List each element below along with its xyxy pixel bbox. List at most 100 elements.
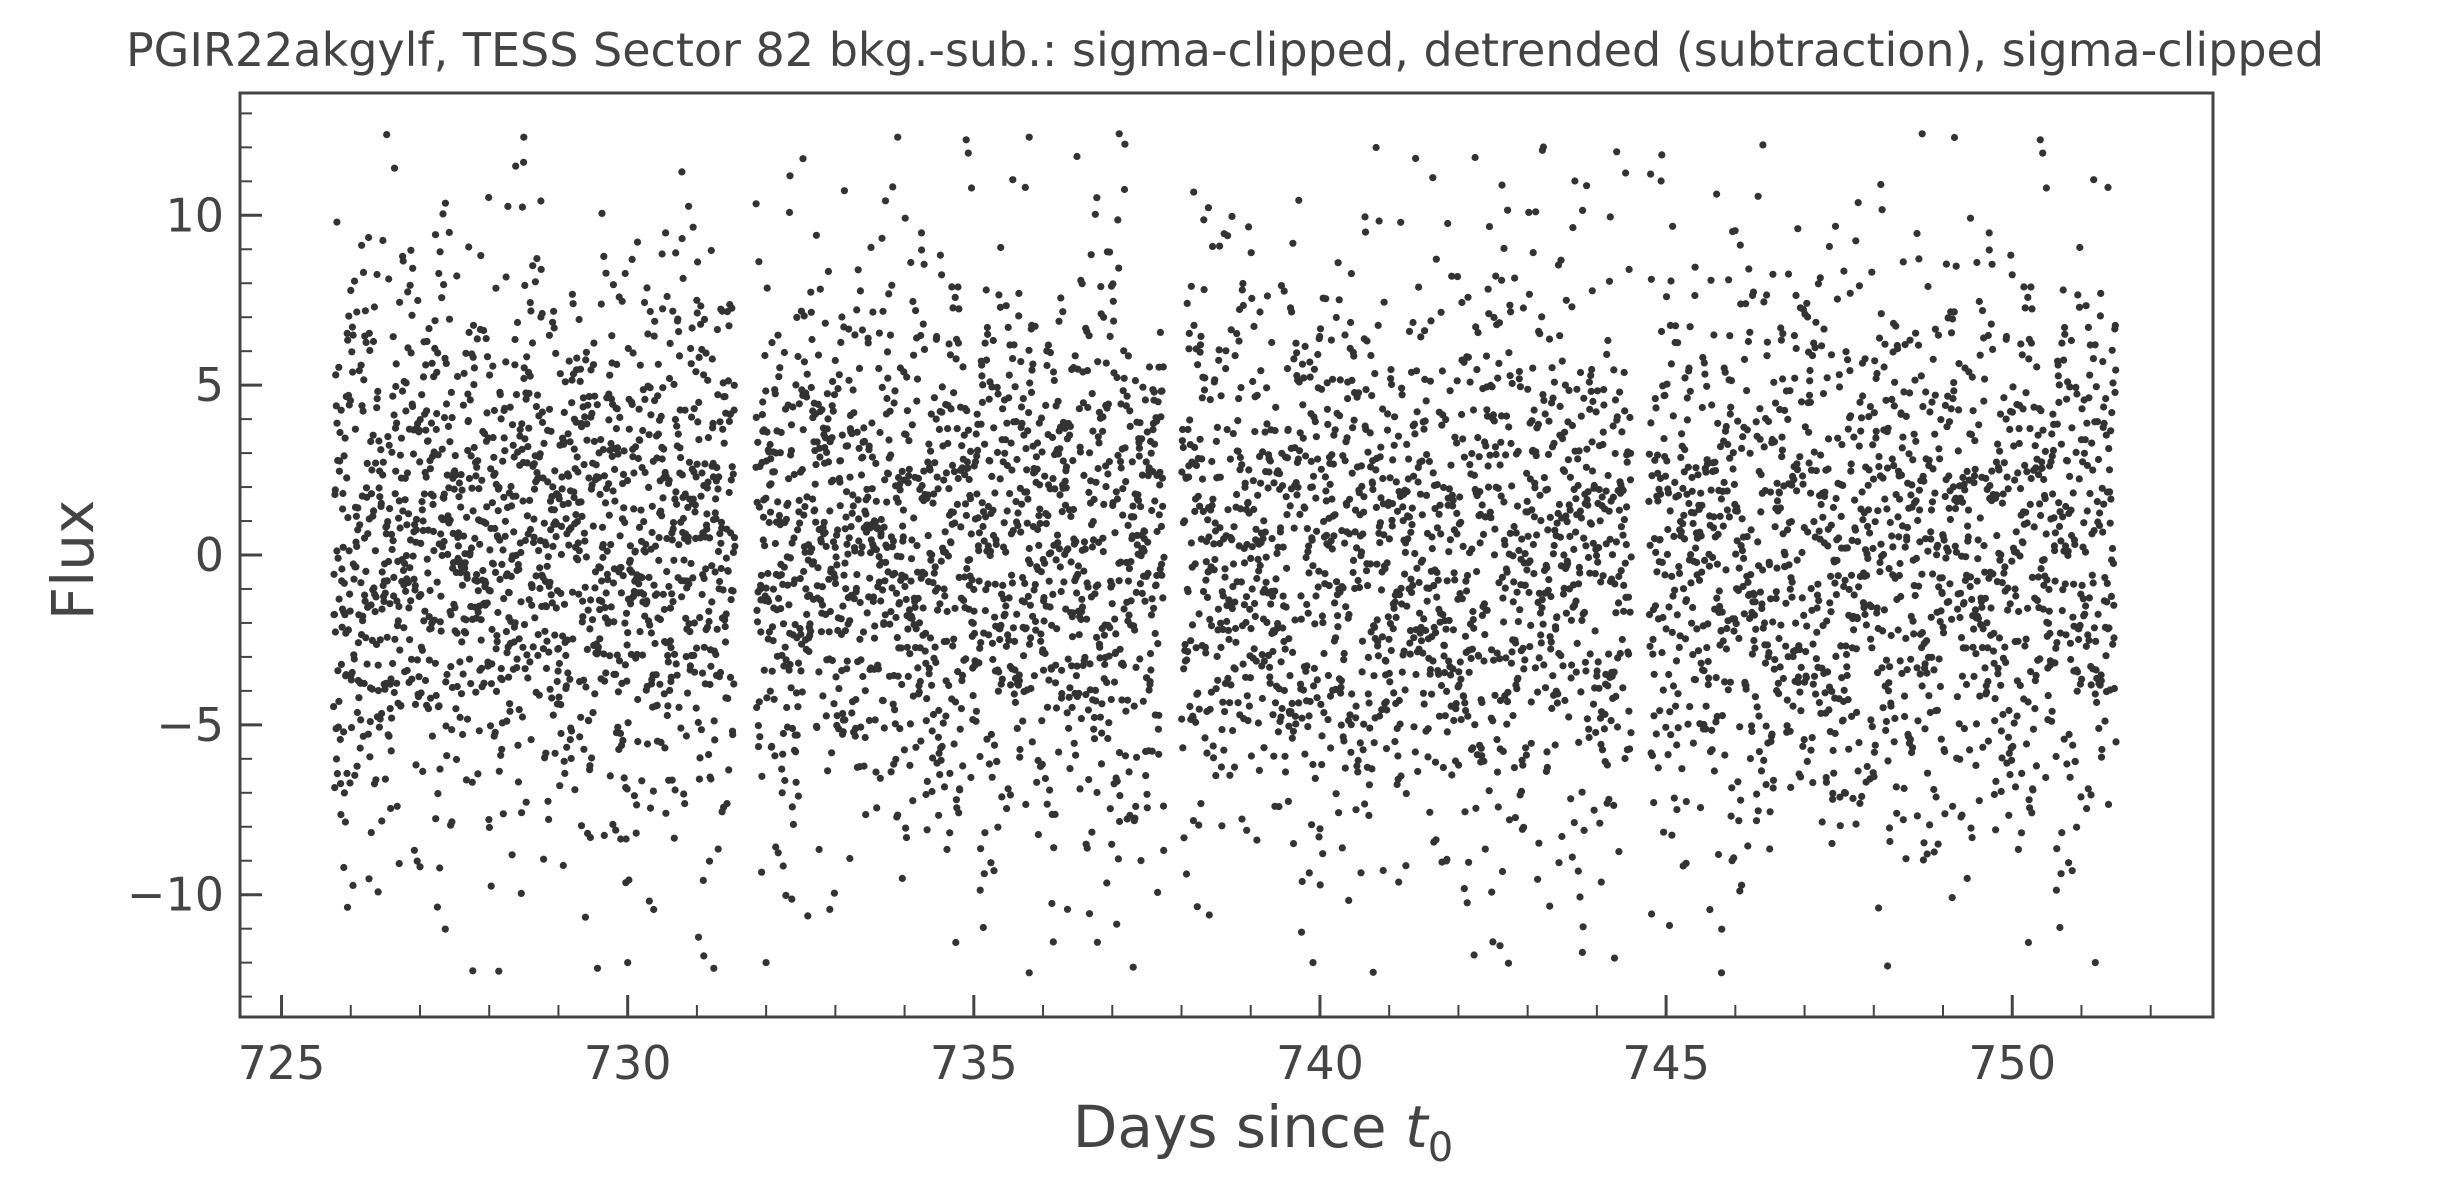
data-point — [1602, 487, 1610, 495]
data-point — [1021, 579, 1029, 588]
data-point — [1150, 388, 1158, 396]
data-point — [976, 752, 984, 761]
data-point — [1186, 416, 1194, 424]
data-point — [1557, 652, 1565, 660]
data-point — [933, 473, 941, 481]
data-point — [583, 645, 592, 654]
data-point — [871, 716, 879, 724]
data-point — [615, 657, 624, 665]
data-point — [356, 744, 364, 752]
data-point — [1498, 276, 1506, 284]
data-point — [1311, 774, 1319, 783]
data-point — [1073, 662, 1081, 670]
data-point — [776, 364, 784, 372]
data-point — [792, 689, 801, 697]
data-point — [554, 644, 563, 653]
data-point — [347, 286, 355, 294]
data-point — [463, 715, 472, 723]
data-point — [1420, 615, 1428, 623]
data-point — [1157, 522, 1165, 531]
data-point — [729, 470, 737, 478]
data-point — [1544, 450, 1553, 459]
data-point — [1309, 472, 1318, 480]
data-point — [857, 656, 865, 664]
data-point — [1723, 624, 1731, 633]
data-point — [1719, 522, 1727, 530]
data-point — [1669, 592, 1677, 600]
data-point — [993, 758, 1001, 766]
data-point — [1413, 408, 1421, 416]
data-point — [1717, 626, 1725, 635]
data-point — [1390, 604, 1398, 612]
data-point — [1385, 669, 1393, 678]
data-point — [804, 912, 812, 920]
data-point — [685, 620, 693, 628]
data-point — [962, 511, 971, 520]
data-point — [972, 430, 980, 438]
data-point — [1113, 373, 1121, 382]
data-point — [1779, 674, 1787, 683]
data-point — [850, 595, 858, 603]
data-point — [1724, 440, 1732, 448]
data-point — [1273, 549, 1281, 558]
data-point — [788, 895, 796, 903]
data-point — [1568, 422, 1576, 430]
data-point — [396, 298, 404, 306]
data-point — [1263, 292, 1271, 300]
data-point — [1674, 690, 1682, 698]
data-point — [421, 607, 429, 615]
data-point — [440, 537, 448, 546]
data-point — [658, 512, 666, 520]
data-point — [671, 415, 680, 424]
data-point — [507, 572, 515, 581]
data-point — [706, 534, 714, 542]
data-point — [1258, 651, 1266, 659]
data-point — [430, 547, 438, 555]
data-point — [912, 743, 920, 751]
data-point — [1500, 244, 1508, 252]
data-point — [399, 566, 408, 575]
data-point — [1120, 605, 1128, 613]
data-point — [1115, 749, 1124, 757]
data-point — [1063, 905, 1072, 913]
data-point — [1619, 531, 1627, 539]
data-point — [360, 679, 368, 688]
data-point — [728, 304, 736, 312]
data-point — [1001, 436, 1010, 444]
data-point — [1437, 530, 1445, 538]
data-point — [1674, 491, 1683, 500]
data-point — [1695, 576, 1704, 584]
data-point — [823, 448, 831, 456]
data-point — [513, 318, 522, 327]
data-point — [1055, 748, 1063, 756]
data-point — [995, 291, 1003, 299]
data-point — [510, 528, 518, 536]
data-point — [485, 816, 493, 824]
data-point — [988, 773, 996, 781]
data-point — [1120, 185, 1129, 194]
data-point — [1506, 372, 1514, 380]
data-point — [1743, 533, 1751, 541]
data-point — [1645, 497, 1653, 505]
data-point — [417, 689, 425, 697]
data-point — [530, 533, 538, 541]
data-point — [568, 290, 577, 298]
data-point — [1387, 375, 1395, 383]
data-point — [1517, 787, 1526, 796]
data-point — [758, 868, 766, 876]
data-point — [930, 394, 939, 402]
data-point — [858, 543, 866, 551]
data-point — [1253, 391, 1261, 399]
data-point — [562, 682, 571, 690]
data-point — [924, 532, 932, 540]
data-point — [714, 547, 723, 556]
data-point — [1036, 505, 1044, 513]
data-point — [1721, 368, 1729, 376]
data-point — [1559, 662, 1567, 670]
data-point — [1796, 453, 1804, 461]
data-point — [385, 732, 393, 740]
data-point — [1148, 747, 1156, 755]
data-point — [1042, 520, 1050, 528]
data-point — [575, 315, 583, 324]
data-point — [1457, 518, 1465, 526]
